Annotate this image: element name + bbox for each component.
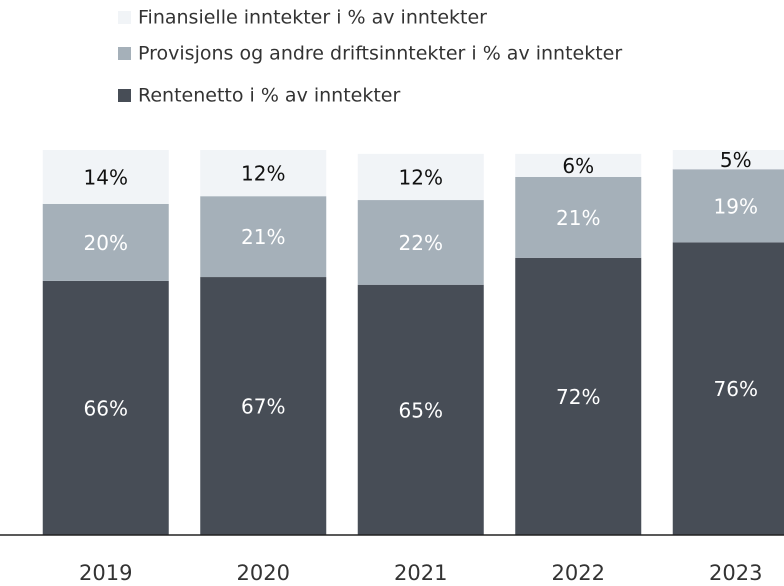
bar-segment — [42, 280, 169, 535]
x-tick-label: 2023 — [709, 561, 762, 585]
legend-swatch — [118, 47, 131, 60]
value-label: 76% — [714, 377, 758, 401]
value-label: 6% — [562, 154, 594, 178]
legend-label: Rentenetto i % av inntekter — [138, 85, 400, 107]
value-label: 21% — [241, 225, 285, 249]
value-label: 67% — [241, 395, 285, 419]
bar-segment — [357, 153, 484, 201]
bar-segment — [200, 196, 327, 278]
bar-segment — [42, 203, 169, 281]
value-label: 65% — [399, 398, 443, 422]
legend-swatch — [118, 89, 131, 102]
bar-segment — [672, 242, 784, 535]
value-label: 12% — [399, 165, 443, 189]
x-tick-label: 2020 — [237, 561, 290, 585]
bar-segment — [357, 200, 484, 285]
value-label: 20% — [84, 231, 128, 255]
bar-segment — [515, 257, 642, 535]
legend-label: Provisjons og andre driftsinntekter i % … — [138, 43, 622, 65]
bar-segment — [42, 150, 169, 204]
value-label: 22% — [399, 231, 443, 255]
value-label: 5% — [720, 148, 752, 172]
legend-label: Finansielle inntekter i % av inntekter — [138, 7, 487, 29]
value-label: 66% — [84, 396, 128, 420]
bar-segment — [515, 153, 642, 177]
value-label: 21% — [556, 206, 600, 230]
x-tick-label: 2021 — [394, 561, 447, 585]
bar-segment — [515, 176, 642, 258]
bar-segment — [200, 277, 327, 535]
legend-swatch — [118, 11, 131, 24]
bar-segment — [357, 284, 484, 535]
bar-segment — [672, 150, 784, 170]
bar-segment — [200, 150, 327, 197]
bar-segment — [672, 169, 784, 243]
value-label: 19% — [714, 194, 758, 218]
x-tick-label: 2019 — [79, 561, 132, 585]
value-label: 12% — [241, 162, 285, 186]
value-label: 14% — [84, 165, 128, 189]
x-tick-label: 2022 — [552, 561, 605, 585]
value-label: 72% — [556, 385, 600, 409]
